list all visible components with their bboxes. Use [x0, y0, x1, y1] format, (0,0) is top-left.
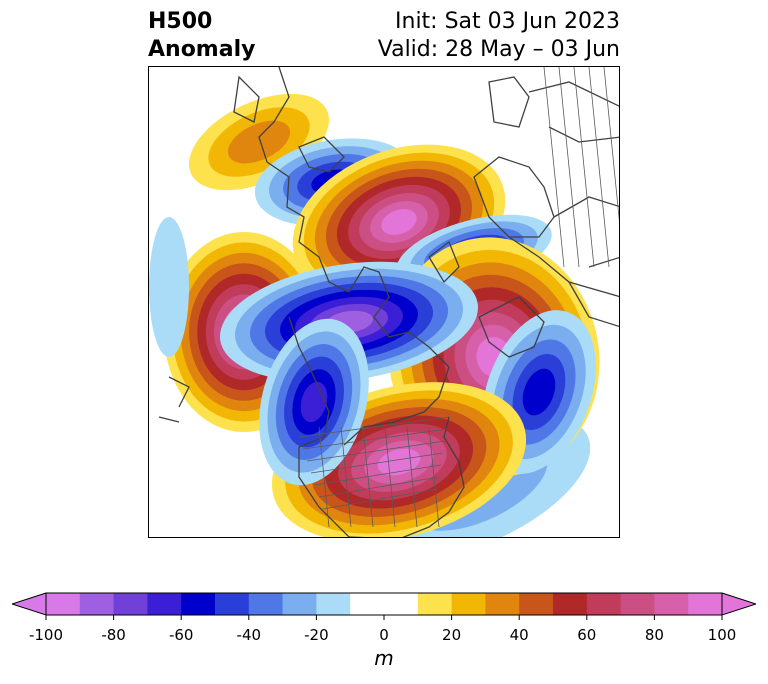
colorbar-tick-label: 60 [577, 626, 597, 644]
boundary-line [558, 67, 580, 268]
boundary-line [406, 426, 418, 528]
coastline [428, 240, 460, 284]
colorbar-tick-label: -20 [304, 626, 329, 644]
coastline [158, 416, 180, 423]
colorbar-extend-high [721, 592, 756, 616]
coastline [233, 75, 260, 123]
boundary-line [310, 452, 444, 474]
boundary-line [314, 464, 442, 486]
coastline [488, 76, 530, 128]
colorbar-segment [147, 593, 182, 615]
coastline [298, 136, 345, 173]
coastline [348, 266, 450, 368]
anomaly-trough-far-pacific [149, 217, 189, 357]
contour-level [381, 209, 417, 235]
colorbar-segment [384, 593, 419, 615]
coastline [568, 281, 619, 328]
boundary-line [302, 428, 448, 450]
colorbar-segment [553, 593, 588, 615]
colorbar-segment [282, 593, 317, 615]
coastline [349, 511, 450, 537]
colorbar-segment [46, 593, 81, 615]
anomaly-map-canvas [149, 67, 619, 537]
colorbar-segment [688, 593, 723, 615]
coastline [343, 366, 450, 446]
colorbar-tick-label: -100 [28, 626, 64, 644]
colorbar-segment [316, 593, 351, 615]
boundary-line [573, 67, 595, 268]
coastline [528, 81, 619, 107]
map-title-right: Init: Sat 03 Jun 2023 Valid: 28 May – 03… [378, 8, 620, 64]
boundary-line [322, 488, 438, 510]
colorbar-tick-label: 100 [707, 626, 737, 644]
colorbar-tick-label: -60 [168, 626, 194, 644]
anomaly-map [148, 66, 620, 538]
political-boundaries [298, 67, 619, 528]
colorbar-segment [215, 593, 250, 615]
contour-level [522, 368, 556, 416]
colorbar-segment [79, 593, 115, 615]
boundary-line [588, 67, 610, 268]
coastline [478, 296, 545, 358]
title-anomaly: Anomaly [148, 37, 256, 62]
boundary-line [428, 426, 440, 528]
boundary-line [318, 476, 440, 498]
colorbar-tick-label: 20 [442, 626, 462, 644]
colorbar [12, 592, 756, 620]
contour-level [227, 120, 291, 164]
title-variable: H500 [148, 9, 213, 34]
colorbar-tick-label: -40 [236, 626, 262, 644]
coastline [548, 126, 619, 143]
coastline [258, 67, 350, 293]
boundary-line [306, 440, 446, 462]
boundary-line [318, 426, 330, 528]
coastline [168, 376, 190, 408]
colorbar-tick-label: -80 [101, 626, 126, 644]
title-init-date: Init: Sat 03 Jun 2023 [395, 9, 620, 34]
colorbar-segment [248, 593, 284, 615]
colorbar-tick-label: 80 [644, 626, 664, 644]
coastline [443, 416, 465, 513]
coastline [508, 236, 619, 298]
title-valid-range: Valid: 28 May – 03 Jun [377, 37, 620, 62]
colorbar-segment [350, 593, 385, 615]
colorbar-segment [181, 593, 216, 615]
coastline [288, 316, 350, 537]
contour-level [149, 217, 189, 357]
boundary-line [362, 426, 374, 528]
colorbar-unit-label: m [374, 646, 394, 670]
coastline [553, 196, 619, 218]
coastline [588, 256, 619, 268]
colorbar-segment [586, 593, 622, 615]
map-title-left: H500 Anomaly [148, 8, 255, 64]
colorbar-segment [113, 593, 148, 615]
boundary-line [298, 416, 450, 438]
boundary-line [603, 67, 619, 222]
colorbar-segment [417, 593, 453, 615]
colorbar-extend-low [12, 592, 47, 616]
colorbar-tick-label: 0 [379, 626, 389, 644]
coastline-layer [158, 67, 619, 537]
anomaly-trough-western-arc [259, 318, 369, 486]
colorbar-segment [451, 593, 486, 615]
boundary-line [384, 426, 396, 528]
colorbar-segment [620, 593, 655, 615]
colorbar-tick-label: 40 [509, 626, 529, 644]
boundary-line [543, 67, 565, 268]
colorbar-segment [654, 593, 689, 615]
colorbar-segment [485, 593, 520, 615]
colorbar-segment [519, 593, 554, 615]
boundary-line [340, 426, 352, 528]
